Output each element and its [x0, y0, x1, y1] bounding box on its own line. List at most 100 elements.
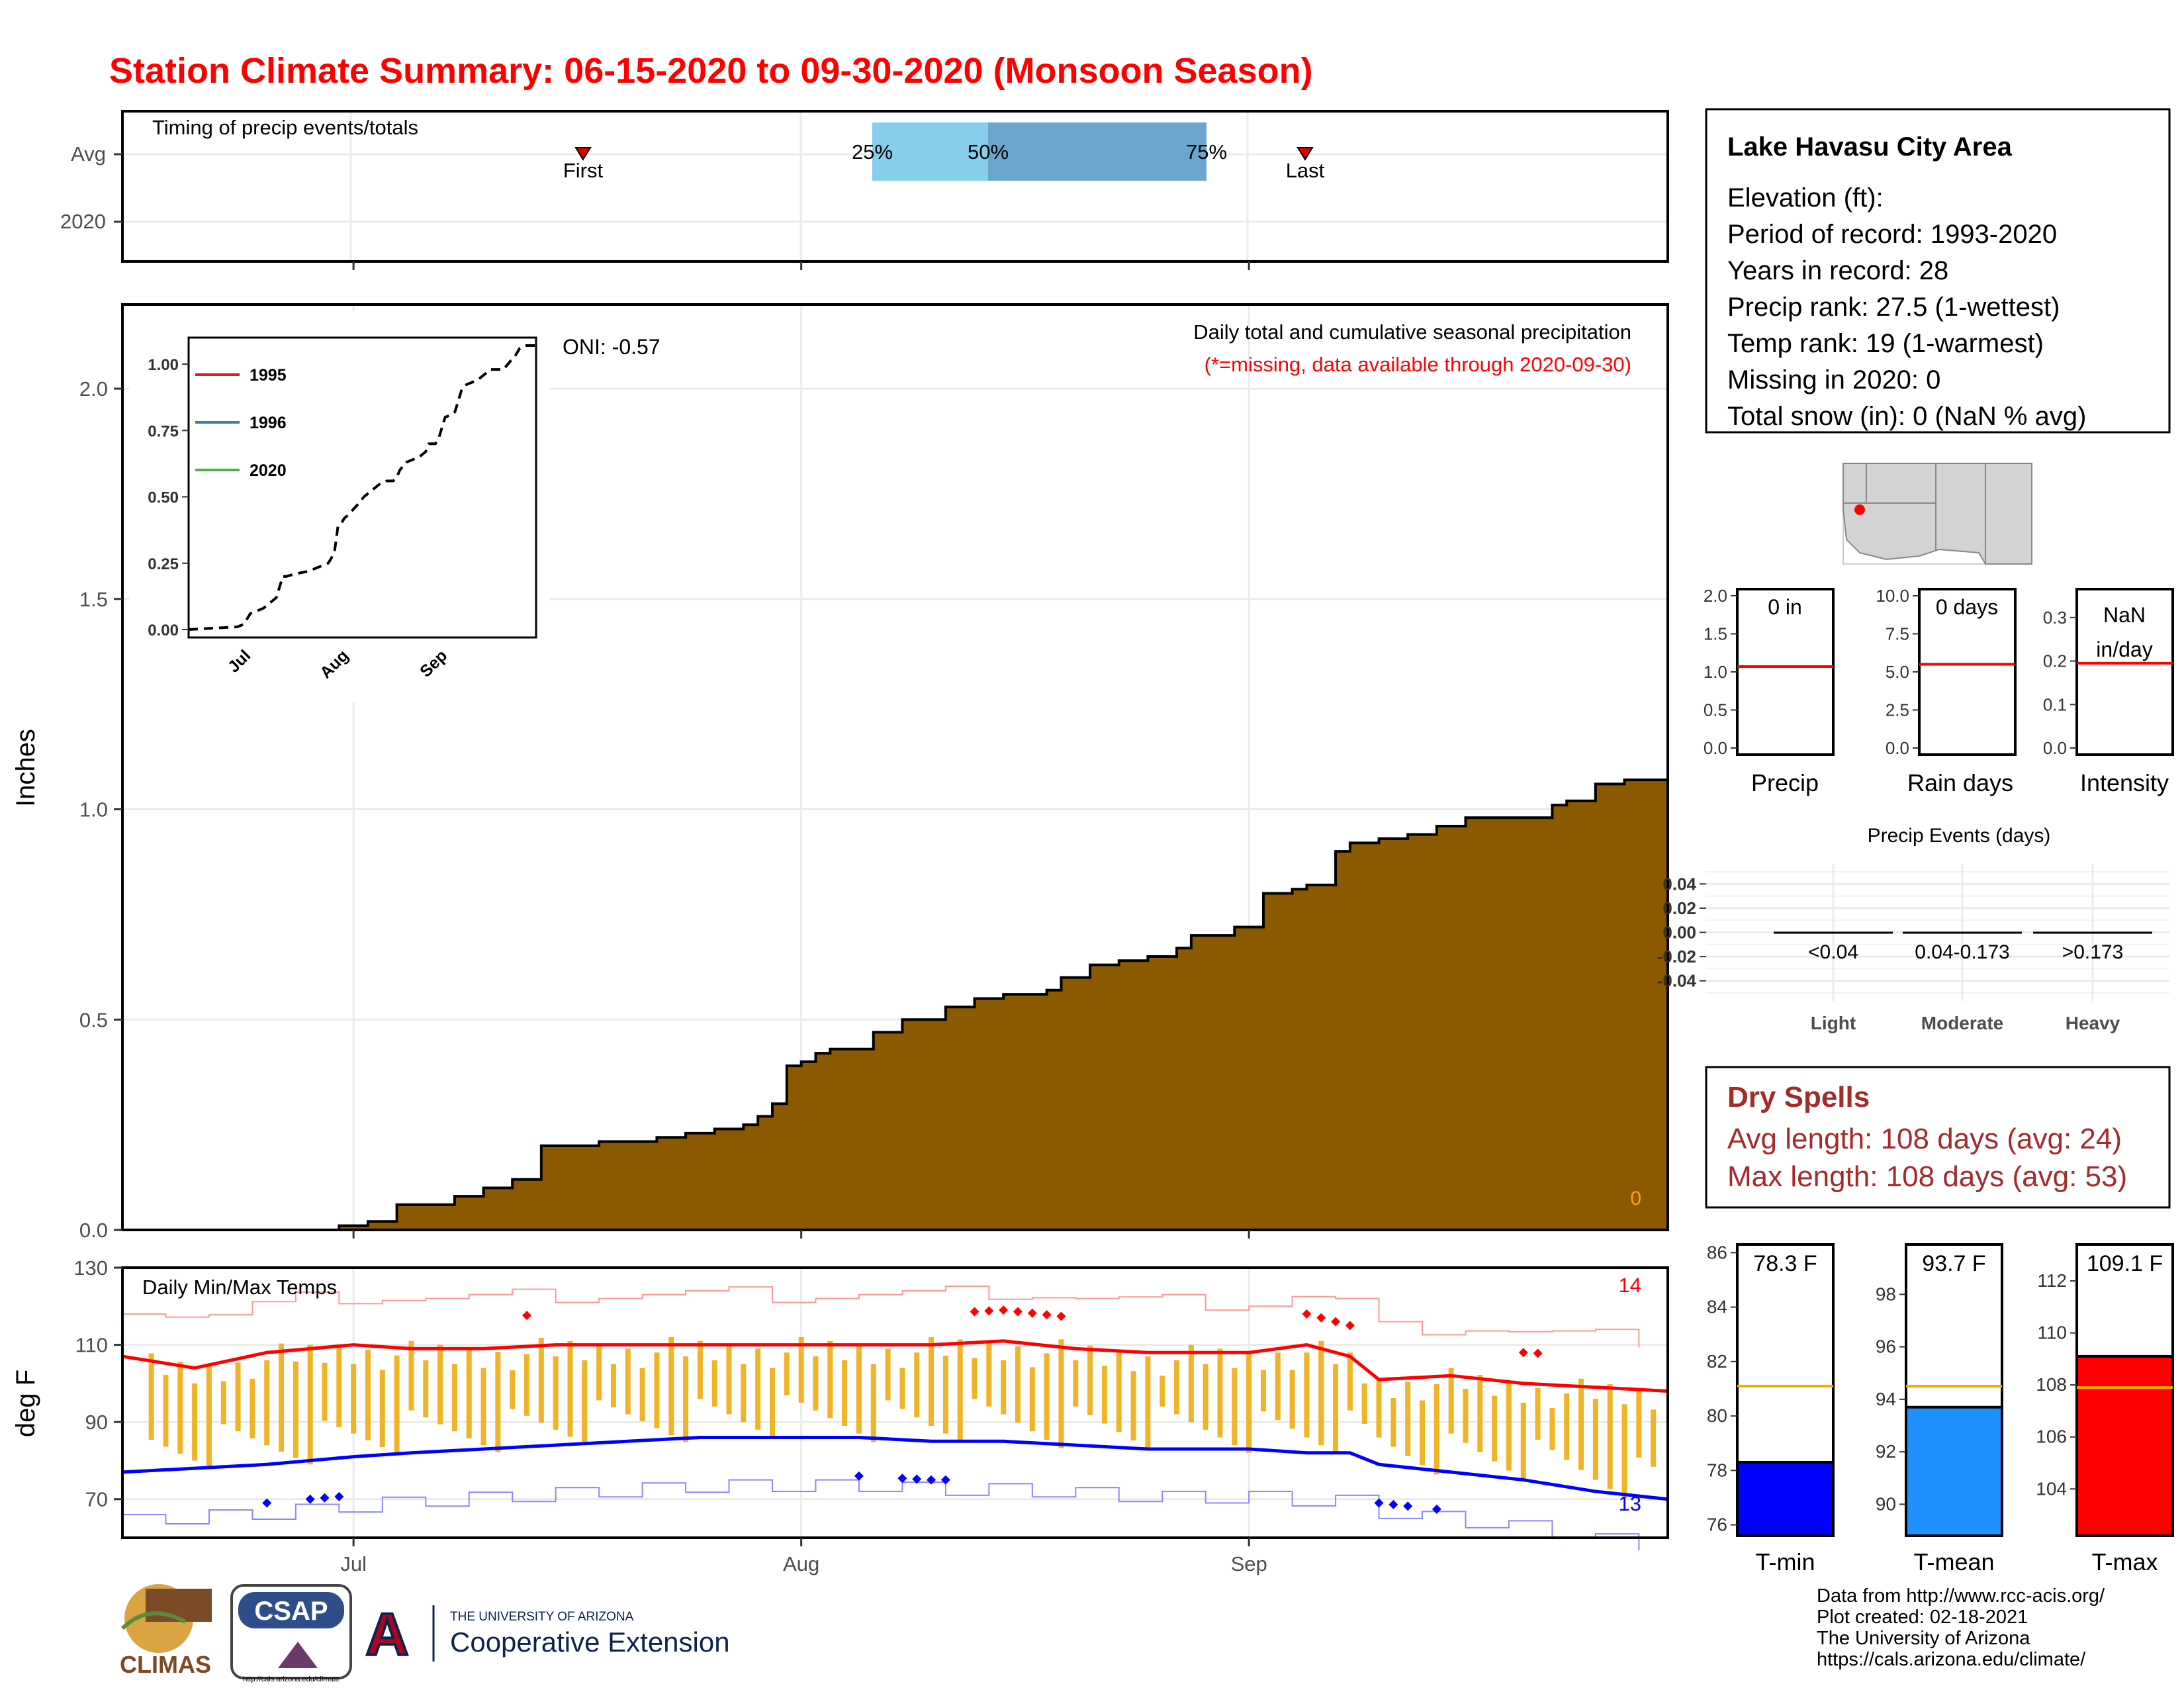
daily-temp-bar [1001, 1360, 1007, 1415]
temp-summary-tick-label: 96 [1876, 1336, 1896, 1357]
precip-header: Daily total and cumulative seasonal prec… [1193, 320, 1631, 344]
daily-temp-bar [177, 1362, 183, 1454]
daily-temp-bar [770, 1368, 776, 1438]
intensity-mini-y-axis: 0.0 0.1 0.2 0.3 [2043, 608, 2077, 758]
mini-tick-label: 5.0 [1886, 662, 1909, 682]
dry-spells-frame [1705, 1066, 2171, 1209]
daily-temp-bar [1463, 1389, 1469, 1443]
daily-temp-bar [596, 1344, 602, 1401]
daily-temp-bar [625, 1348, 631, 1415]
timing-panel-frame [121, 110, 1669, 263]
daily-temp-bar [510, 1370, 516, 1409]
temp-summary-value: 93.7 F [1922, 1251, 1985, 1276]
mini-tick-label: 0.3 [2043, 608, 2067, 628]
dry-spells-box: Dry Spells Avg length: 108 days (avg: 24… [1705, 1066, 2171, 1209]
daily-temp-bar [423, 1360, 429, 1418]
inset-ytick-label: 1.00 [148, 356, 179, 374]
daily-temp-bar [307, 1344, 313, 1465]
event-category-label: Heavy [2066, 1013, 2120, 1033]
temp-summary-value: 78.3 F [1753, 1251, 1817, 1276]
precip-ytick-label: 0.0 [79, 1219, 108, 1242]
daily-temp-bar [1116, 1350, 1122, 1432]
temp-summary-tick-label: 108 [2036, 1374, 2067, 1395]
record-low-marker-icon [305, 1494, 315, 1504]
info-box-frame [1705, 108, 2171, 434]
record-high-marker-icon [1345, 1321, 1355, 1331]
mini-tick-label: 0.2 [2043, 651, 2067, 671]
daily-temp-bar [1232, 1368, 1238, 1446]
mini-tick-label: 7.5 [1886, 624, 1909, 644]
record-high-marker-icon [1027, 1308, 1037, 1318]
info-snow: Total snow (in): 0 (NaN % avg) [1727, 402, 2086, 431]
event-bar [1903, 931, 2022, 934]
daily-temp-bar [1564, 1393, 1570, 1460]
daily-temp-bar [914, 1352, 920, 1418]
daily-temp-bar [1333, 1364, 1339, 1453]
temp-summary-tick-label: 84 [1707, 1297, 1727, 1317]
daily-temp-bar [870, 1364, 876, 1442]
daily-temp-bar [192, 1383, 198, 1461]
precip-panel: 0.0 0.5 1.0 1.5 2.0 Inches Daily total and c… [11, 303, 1669, 1242]
daily-temp-bar [798, 1336, 804, 1403]
temp-panel-frame [121, 1266, 1669, 1539]
daily-temp-bar [957, 1339, 963, 1442]
temp-summary-tick-label: 106 [2036, 1427, 2067, 1447]
daily-temp-bar [1651, 1409, 1657, 1467]
daily-temp-bar [1636, 1389, 1642, 1458]
record-min-line [122, 1479, 1640, 1550]
q25-label: 25% [852, 140, 893, 164]
csap-logo: CSAP http://cals.arizona.edu/climate [230, 1584, 352, 1683]
daily-temp-bar [1376, 1380, 1382, 1438]
record-low-marker-icon [897, 1474, 907, 1483]
climas-cloud-shape [146, 1589, 212, 1622]
daily-temp-bar [610, 1364, 616, 1407]
legend-label-1995: 1995 [250, 366, 287, 385]
daily-temp-bar [668, 1336, 674, 1435]
credit-line-1: Data from http://www.rcc-acis.org/ [1817, 1585, 2105, 1607]
inset-ytick-label: 0.75 [148, 422, 179, 440]
daily-temp-bar [1029, 1367, 1035, 1432]
climas-swoosh-icon [120, 1611, 187, 1630]
dry-spells-max: Max length: 108 days (avg: 53) [1727, 1160, 2127, 1193]
climas-label: CLIMAS [120, 1651, 211, 1678]
daily-temp-bar [1289, 1370, 1295, 1429]
record-low-marker-icon [1388, 1499, 1398, 1509]
daily-temp-bar [279, 1343, 285, 1452]
temp-summary-tick-label: 90 [1876, 1493, 1896, 1514]
temp-summary-bar [1905, 1405, 2003, 1538]
mini-tick-label: 1.0 [1704, 662, 1727, 682]
record-low-marker-icon [320, 1493, 330, 1503]
precip-mini-panel: 0 in 0.0 0.5 1.0 1.5 2.0 Precip [1704, 586, 1835, 796]
temp-summary-label: T-max [2091, 1548, 2158, 1575]
q50-label: 50% [968, 140, 1009, 164]
temp-ytick-label: 90 [85, 1411, 108, 1434]
rain-days-mini-panel: 0 days 0.0 2.5 5.0 7.5 10.0 Rain days [1876, 586, 2017, 796]
inset-ytick-label: 0.50 [148, 489, 179, 507]
precip-mini-frame [1736, 588, 1835, 756]
daily-temp-bar [538, 1338, 544, 1423]
daily-temp-bar [827, 1340, 833, 1419]
daily-temp-bar [1448, 1368, 1454, 1434]
events-title: Precip Events (days) [1868, 825, 2051, 847]
ua-line-1: THE UNIVERSITY OF ARIZONA [450, 1610, 634, 1624]
temp-summary-tick-label: 94 [1876, 1389, 1896, 1409]
daily-temp-bar [394, 1355, 400, 1454]
mini-tick-label: 0.0 [2043, 738, 2067, 758]
inset-background [129, 311, 549, 702]
daily-temp-bar [1087, 1345, 1093, 1415]
rain-days-mini-y-axis: 0.0 2.5 5.0 7.5 10.0 [1876, 586, 1919, 758]
daily-temp-bar [1188, 1344, 1194, 1423]
daily-temp-bar [1420, 1400, 1426, 1466]
daily-temp-bar [451, 1364, 457, 1432]
intensity-mini-label: Intensity [2080, 769, 2169, 796]
event-bar [1774, 931, 1893, 934]
daily-temp-bar [1203, 1364, 1208, 1430]
daily-temp-bar [379, 1370, 385, 1448]
daily-temp-bar [1246, 1352, 1252, 1453]
temp-x-axis: Jul Aug Sep [340, 261, 1267, 1575]
rain-days-mini-frame [1918, 588, 2017, 756]
temp-summary-label: T-min [1756, 1548, 1815, 1575]
avg-max-line [122, 1339, 1668, 1393]
